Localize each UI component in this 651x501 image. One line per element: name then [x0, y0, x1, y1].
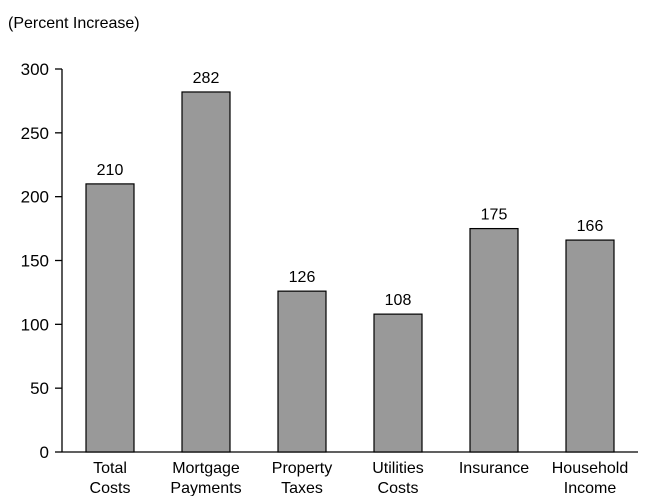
bar [85, 183, 135, 453]
bar-value-label: 210 [97, 162, 124, 179]
bar-value-label: 166 [577, 218, 604, 235]
category-label: Payments [170, 480, 241, 496]
bar-value-label: 282 [193, 70, 220, 87]
y-tick-label: 0 [40, 443, 49, 462]
category-label: Costs [90, 480, 131, 496]
y-tick-label: 300 [21, 60, 49, 79]
y-tick-label: 200 [21, 188, 49, 207]
bar [277, 290, 327, 453]
bar [181, 91, 231, 453]
category-label: Utilities [372, 460, 424, 477]
bar [469, 227, 519, 453]
y-tick-label: 250 [21, 124, 49, 143]
y-tick-label: 150 [21, 252, 49, 271]
category-label: Mortgage [172, 460, 240, 477]
y-tick-label: 50 [30, 379, 49, 398]
category-label: Taxes [281, 480, 323, 496]
bars: 210 Total Costs 282 Mortgage Payments 126 Prope… [85, 70, 629, 497]
category-label: Household [552, 460, 629, 477]
y-axis-label: (Percent Increase) [8, 15, 140, 32]
category-label: Costs [378, 480, 419, 496]
bar-value-label: 108 [385, 292, 412, 309]
category-label: Property [272, 460, 332, 477]
axes: 0 50 100 150 200 250 300 [21, 60, 638, 462]
y-tick-label: 100 [21, 315, 49, 334]
bar [373, 313, 423, 453]
category-label: Income [564, 480, 617, 496]
category-label: Insurance [459, 460, 529, 477]
category-label: Total [93, 460, 127, 477]
bar-value-label: 175 [481, 207, 508, 224]
bar [565, 239, 615, 453]
bar-value-label: 126 [289, 269, 316, 286]
